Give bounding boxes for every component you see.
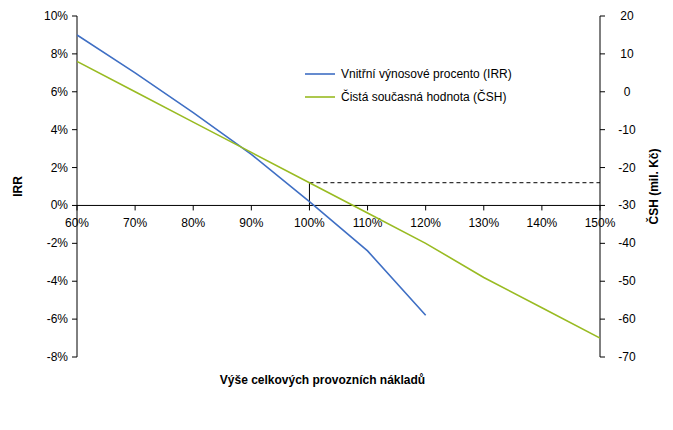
x-tick-label: 70% <box>123 216 147 230</box>
x-tick <box>367 205 368 210</box>
x-tick-label: 80% <box>181 216 205 230</box>
x-tick-label: 140% <box>527 216 558 230</box>
y-tick-label: 4% <box>51 123 69 137</box>
y-tick-label: 10% <box>44 9 68 23</box>
x-tick-label: 100% <box>294 216 325 230</box>
y2-tick-label: -70 <box>618 350 636 364</box>
y-tick-label: -8% <box>47 350 69 364</box>
y2-tick-label: -30 <box>618 198 636 212</box>
legend-swatch <box>305 96 335 98</box>
x-axis-title: Výše celkových provozních nákladů <box>220 373 425 387</box>
y-tick <box>72 53 77 54</box>
x-tick-label: 60% <box>65 216 89 230</box>
series-group <box>77 35 600 338</box>
x-tick <box>135 205 136 210</box>
y2-tick-label: -50 <box>618 274 636 288</box>
y2-tick-label: -40 <box>618 236 636 250</box>
y2-tick <box>600 91 605 92</box>
y-tick <box>72 91 77 92</box>
x-tick <box>600 205 601 210</box>
y2-tick <box>600 319 605 320</box>
y2-axis <box>600 16 601 357</box>
chart: -8% -6% -4% -2% 0% 2% 4% 6% 8% 10% -70 -60 -50 -40 -30… <box>0 0 673 430</box>
legend-swatch <box>305 73 335 75</box>
x-tick <box>193 205 194 210</box>
y-tick <box>72 281 77 282</box>
x-tick-label: 120% <box>410 216 441 230</box>
y-tick <box>72 357 77 358</box>
y2-tick-label: -60 <box>618 312 636 326</box>
y2-tick-label: -20 <box>618 161 636 175</box>
y2-axis-title: ČSH (mil. Kč) <box>646 148 661 224</box>
x-tick-label: 150% <box>585 216 616 230</box>
y-tick-label: -2% <box>47 236 69 250</box>
x-tick <box>77 205 78 210</box>
y-tick <box>72 129 77 130</box>
y2-tick <box>600 357 605 358</box>
y-tick-label: -6% <box>47 312 69 326</box>
y-tick-label: -4% <box>47 274 69 288</box>
y-tick-label: 2% <box>51 161 69 175</box>
y2-tick <box>600 205 605 206</box>
y-tick <box>72 243 77 244</box>
x-tick <box>483 205 484 210</box>
y2-tick-label: -10 <box>618 123 636 137</box>
legend-label: Čistá současná hodnota (ČSH) <box>341 89 506 104</box>
x-tick <box>251 205 252 210</box>
series-line <box>77 61 600 338</box>
y2-tick-label: 10 <box>620 47 634 61</box>
y-tick-label: 6% <box>51 85 69 99</box>
y-tick-label: 8% <box>51 47 69 61</box>
x-axis <box>77 205 600 206</box>
reference-line <box>309 182 600 183</box>
y2-tick <box>600 167 605 168</box>
y-tick <box>72 319 77 320</box>
y-tick <box>72 205 77 206</box>
x-tick-label: 90% <box>239 216 263 230</box>
y2-tick <box>600 243 605 244</box>
y2-tick <box>600 16 605 17</box>
x-tick <box>541 205 542 210</box>
y2-tick-label: 20 <box>620 9 634 23</box>
y2-tick <box>600 129 605 130</box>
x-tick <box>309 205 310 210</box>
y-tick <box>72 16 77 17</box>
y-tick-label: 0% <box>51 198 69 212</box>
y-axis-title: IRR <box>11 176 25 197</box>
x-tick-label: 130% <box>468 216 499 230</box>
y2-tick-label: 0 <box>624 85 631 99</box>
y-axis <box>77 16 78 357</box>
y-tick <box>72 167 77 168</box>
y2-tick <box>600 281 605 282</box>
y2-tick <box>600 53 605 54</box>
x-tick <box>425 205 426 210</box>
legend-label: Vnitřní výnosové procento (IRR) <box>341 67 512 81</box>
